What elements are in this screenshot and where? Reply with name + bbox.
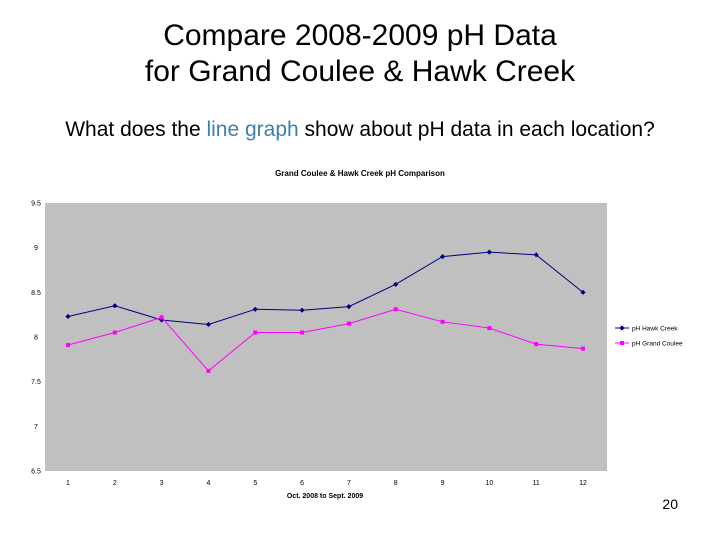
legend-item-hawk-creek: pH Hawk Creek xyxy=(615,325,678,333)
x-tick-label: 2 xyxy=(113,480,117,487)
data-point-grand-coulee xyxy=(440,319,445,324)
data-point-grand-coulee xyxy=(159,315,164,320)
series-line-grand-coulee xyxy=(67,308,584,372)
data-point-hawk-creek xyxy=(439,254,446,260)
x-tick-label: 4 xyxy=(207,480,211,487)
y-tick-label: 6.5 xyxy=(31,469,41,476)
legend-swatch-marker xyxy=(620,341,624,345)
data-point-grand-coulee xyxy=(581,346,585,351)
slide-title-line2: for Grand Coulee & Hawk Creek xyxy=(144,55,576,88)
question-after: show about pH data in each location? xyxy=(298,118,655,141)
y-tick-label: 9.5 xyxy=(31,201,41,208)
data-point-grand-coulee xyxy=(346,321,351,326)
chart-legend: pH Hawk Creek pH Grand Coulee xyxy=(615,325,683,348)
data-point-grand-coulee xyxy=(300,330,305,335)
data-point-hawk-creek xyxy=(393,281,399,287)
data-point-grand-coulee xyxy=(206,368,211,373)
x-tick-label: 11 xyxy=(533,480,540,487)
page-number: 20 xyxy=(662,496,678,512)
question-before: What does the xyxy=(65,118,207,141)
data-point-hawk-creek xyxy=(205,321,212,328)
data-point-hawk-creek xyxy=(65,313,71,320)
data-point-hawk-creek xyxy=(346,304,352,310)
x-tick-label: 5 xyxy=(253,480,257,487)
x-tick-label: 10 xyxy=(485,480,493,487)
x-tick-label: 3 xyxy=(160,480,164,487)
data-point-grand-coulee xyxy=(393,307,398,312)
series-line-hawk-creek xyxy=(67,251,584,326)
data-point-grand-coulee xyxy=(112,330,117,335)
x-tick-label: 1 xyxy=(66,480,70,487)
plot-area xyxy=(45,203,607,471)
series-grand-coulee xyxy=(66,307,585,373)
data-point-grand-coulee xyxy=(534,342,539,347)
y-tick-label: 8.5 xyxy=(31,290,41,297)
question-highlight: line graph xyxy=(206,118,299,141)
data-point-hawk-creek xyxy=(299,307,305,313)
data-point-hawk-creek xyxy=(112,303,118,309)
legend-swatch-marker xyxy=(619,325,625,331)
legend-label: pH Hawk Creek xyxy=(632,326,678,333)
y-tick-label: 7 xyxy=(34,424,38,431)
x-tick-label: 12 xyxy=(579,480,587,487)
slide-title: Compare 2008-2009 pH Data for Grand Coul… xyxy=(0,18,720,90)
y-tick-label: 7.5 xyxy=(31,379,41,386)
x-tick-label: 8 xyxy=(394,480,398,487)
y-tick-label: 9 xyxy=(34,245,38,252)
legend-label: pH Grand Coulee xyxy=(632,341,683,348)
x-tick-label: 7 xyxy=(347,480,351,487)
chart-container: Grand Coulee & Hawk Creek pH Comparison … xyxy=(0,160,720,510)
question-text: What does the line graph show about pH d… xyxy=(0,118,720,142)
data-point-grand-coulee xyxy=(487,326,492,331)
data-point-hawk-creek xyxy=(159,317,165,323)
x-axis-label: Oct. 2008 to Sept. 2009 xyxy=(287,493,363,500)
legend-item-grand-coulee: pH Grand Coulee xyxy=(615,341,683,348)
data-point-grand-coulee xyxy=(253,330,258,335)
ph-comparison-chart: Grand Coulee & Hawk Creek pH Comparison … xyxy=(31,169,683,500)
data-point-hawk-creek xyxy=(486,249,492,255)
x-tick-label: 6 xyxy=(300,480,304,487)
x-axis: 1 2 3 4 5 6 7 8 9 10 11 12 xyxy=(66,480,587,487)
data-point-grand-coulee xyxy=(66,343,70,348)
x-tick-label: 9 xyxy=(441,480,445,487)
y-axis: 6.5 7 7.5 8 8.5 9 9.5 xyxy=(31,201,41,476)
y-tick-label: 8 xyxy=(34,335,38,342)
slide-title-line1: Compare 2008-2009 pH Data xyxy=(163,19,557,52)
chart-title: Grand Coulee & Hawk Creek pH Comparison xyxy=(275,169,445,178)
